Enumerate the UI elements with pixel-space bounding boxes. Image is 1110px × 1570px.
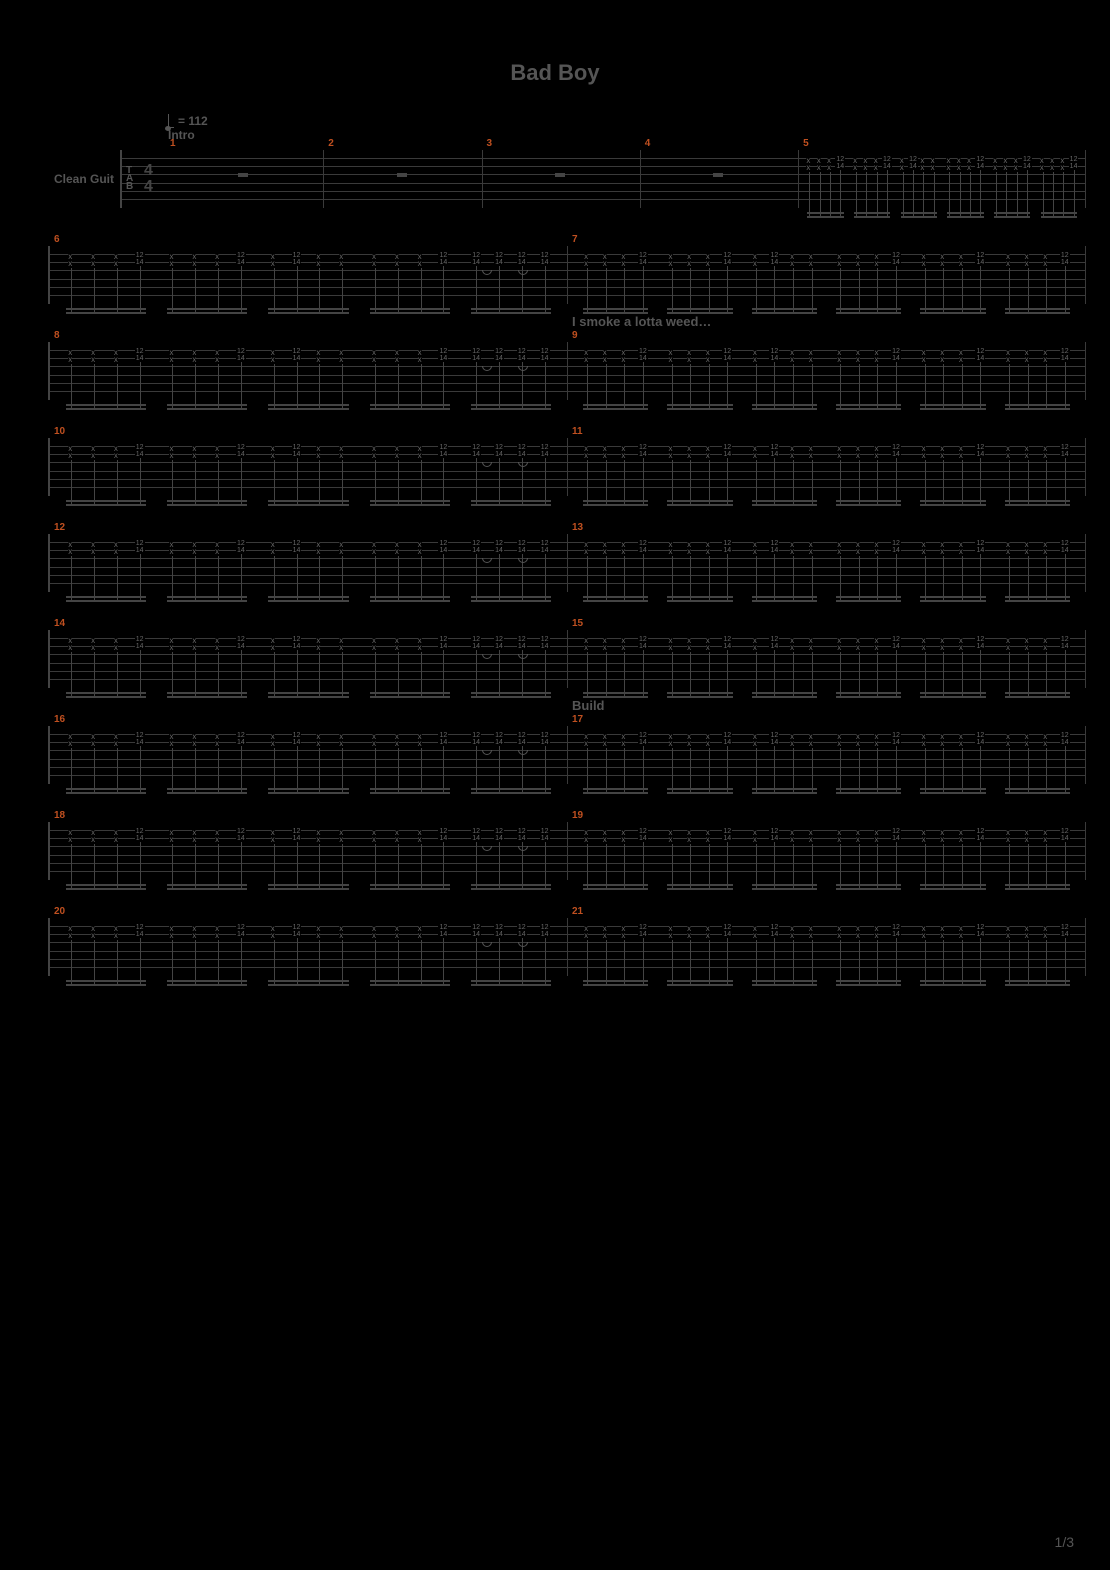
measure: 1 [166,150,324,208]
measure-number: 12 [54,522,65,533]
measure-number: 18 [54,810,65,821]
measure: 19xxxxxx1214xxxxxx1214xx1214xxxxxxxxxx12… [568,822,1086,880]
measure-number: 19 [572,810,583,821]
tab-staff: 10xxxxxx1214xxxxxx1214xx1214xxxxxxxxxx12… [48,438,1086,496]
tab-clef: TAB [126,167,132,191]
measure: 2 [324,150,482,208]
instrument-label-col: Clean Guit [24,150,120,208]
instrument-label-col [24,246,48,304]
measure: 10xxxxxx1214xxxxxx1214xx1214xxxxxxxxxx12… [50,438,568,496]
tab-staff: 8xxxxxx1214xxxxxx1214xx1214xxxxxxxxxx121… [48,342,1086,400]
measure-number: 5 [803,138,809,149]
measure-number: 8 [54,330,60,341]
measure-number: 15 [572,618,583,629]
tab-staff: 18xxxxxx1214xxxxxx1214xx1214xxxxxxxxxx12… [48,822,1086,880]
measure: 21xxxxxx1214xxxxxx1214xx1214xxxxxxxxxx12… [568,918,1086,976]
instrument-label-col [24,822,48,880]
measure-number: 16 [54,714,65,725]
measure: 8xxxxxx1214xxxxxx1214xx1214xxxxxxxxxx121… [50,342,568,400]
instrument-label-col [24,438,48,496]
measure-number: 1 [170,138,176,149]
measure: 20xxxxxx1214xxxxxx1214xx1214xxxxxxxxxx12… [50,918,568,976]
measure-number: 9 [572,330,578,341]
staff-system: 14xxxxxx1214xxxxxx1214xx1214xxxxxxxxxx12… [24,630,1086,688]
measure: 6xxxxxx1214xxxxxx1214xx1214xxxxxxxxxx121… [50,246,568,304]
score-content: = 112 Intro Clean GuitTAB4412345xxxxxx12… [0,86,1110,976]
section-annotation: Build [572,698,605,713]
measure-number: 14 [54,618,65,629]
whole-rest [238,173,248,177]
measure: 7xxxxxx1214xxxxxx1214xx1214xxxxxxxxxx121… [568,246,1086,304]
measure-number: 4 [645,138,651,149]
measure-number: 11 [572,426,583,437]
measure-number: 10 [54,426,65,437]
measure-number: 20 [54,906,65,917]
measure: 15xxxxxx1214xxxxxx1214xx1214xxxxxxxxxx12… [568,630,1086,688]
measure-number: 3 [487,138,493,149]
whole-rest [713,173,723,177]
instrument-label-col [24,918,48,976]
staff-system: Clean Guit TAB 44 12345xxxxxx1214xxxxxx1214… [24,150,1086,208]
tab-staff: 14xxxxxx1214xxxxxx1214xx1214xxxxxxxxxx12… [48,630,1086,688]
tab-staff: 12xxxxxx1214xxxxxx1214xx1214xxxxxxxxxx12… [48,534,1086,592]
section-marker: Intro [168,126,1086,144]
instrument-label-col [24,726,48,784]
song-title: Bad Boy [0,0,1110,86]
instrument-label-col [24,342,48,400]
staff-system: 6xxxxxx1214xxxxxx1214xx1214xxxxxxxxxx121… [24,246,1086,304]
whole-rest [555,173,565,177]
measure-number: 13 [572,522,583,533]
tab-staff: TAB 44 12345xxxxxx1214xxxxxx1214xx1214xxxx… [120,150,1086,208]
measure-number: 2 [328,138,334,149]
staff-system: 18xxxxxx1214xxxxxx1214xx1214xxxxxxxxxx12… [24,822,1086,880]
page-number: 1/3 [1055,1534,1074,1550]
quarter-note-icon [168,114,174,128]
whole-rest [397,173,407,177]
staff-system: 16xxxxxx1214xxxxxx1214xx1214xxxxxxxxxx12… [24,726,1086,784]
measure: 9xxxxxx1214xxxxxx1214xx1214xxxxxxxxxx121… [568,342,1086,400]
instrument-label-col [24,630,48,688]
measure: 16xxxxxx1214xxxxxx1214xx1214xxxxxxxxxx12… [50,726,568,784]
staff-system: 20xxxxxx1214xxxxxx1214xx1214xxxxxxxxxx12… [24,918,1086,976]
instrument-label: Clean Guit [24,172,114,186]
measure: 18xxxxxx1214xxxxxx1214xx1214xxxxxxxxxx12… [50,822,568,880]
tab-staff: 16xxxxxx1214xxxxxx1214xx1214xxxxxxxxxx12… [48,726,1086,784]
measure: 13xxxxxx1214xxxxxx1214xx1214xxxxxxxxxx12… [568,534,1086,592]
measure: 4 [641,150,799,208]
time-signature: 44 [144,163,153,195]
measure-number: 6 [54,234,60,245]
measure: 3 [483,150,641,208]
staff-system: 8xxxxxx1214xxxxxx1214xx1214xxxxxxxxxx121… [24,342,1086,400]
tab-staff: 6xxxxxx1214xxxxxx1214xx1214xxxxxxxxxx121… [48,246,1086,304]
section-annotation: I smoke a lotta weed… [572,314,711,329]
measure: 5xxxxxx1214xxxxxx1214xx1214xxxxxxxxxx121… [799,150,1086,208]
measure-number: 17 [572,714,583,725]
measure-number: 7 [572,234,578,245]
instrument-label-col [24,534,48,592]
tab-staff: 20xxxxxx1214xxxxxx1214xx1214xxxxxxxxxx12… [48,918,1086,976]
measure: 17xxxxxx1214xxxxxx1214xx1214xxxxxxxxxx12… [568,726,1086,784]
measure: 14xxxxxx1214xxxxxx1214xx1214xxxxxxxxxx12… [50,630,568,688]
measure-number: 21 [572,906,583,917]
measure: 11xxxxxx1214xxxxxx1214xx1214xxxxxxxxxx12… [568,438,1086,496]
staff-system: 12xxxxxx1214xxxxxx1214xx1214xxxxxxxxxx12… [24,534,1086,592]
staff-system: 10xxxxxx1214xxxxxx1214xx1214xxxxxxxxxx12… [24,438,1086,496]
measure: 12xxxxxx1214xxxxxx1214xx1214xxxxxxxxxx12… [50,534,568,592]
